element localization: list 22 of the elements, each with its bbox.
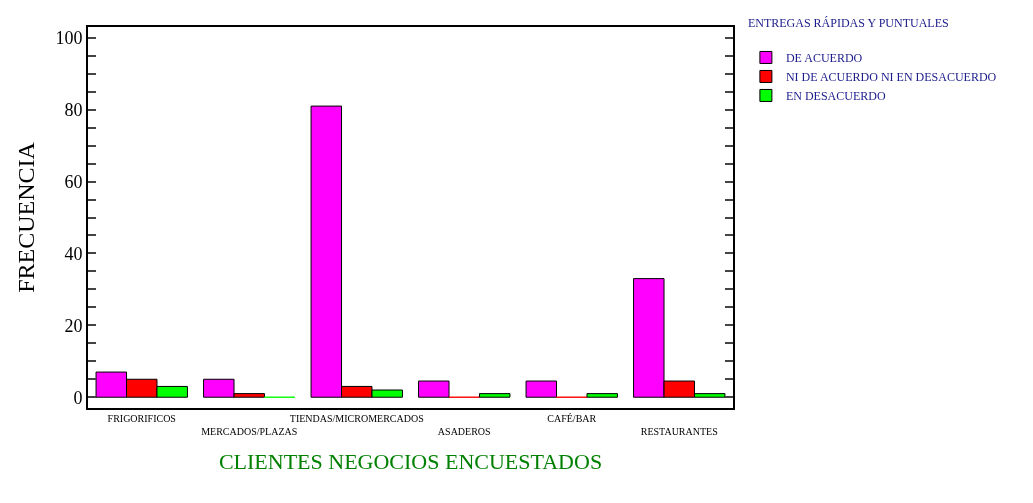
legend-label: EN DESACUERDO: [785, 89, 886, 104]
bar: [586, 393, 618, 398]
x-tick-label: RESTAURANTES: [640, 426, 718, 437]
x-tick-label: MERCADOS/PLAZAS: [201, 426, 298, 437]
legend-label: DE ACUERDO: [785, 51, 863, 66]
bar: [478, 393, 511, 398]
legend-label: NI DE ACUERDO NI EN DESACUERDO: [785, 70, 997, 85]
x-tick-label: ASADEROS: [437, 426, 491, 437]
y-tick-label: 80: [64, 99, 83, 120]
y-tick-label: 0: [73, 387, 83, 408]
x-tick-label: CAFÉ/BAR: [547, 413, 597, 424]
x-tick-label: FRIGORIFICOS: [107, 413, 176, 424]
y-axis-title: FRECUENCIA: [13, 141, 39, 293]
bar: [525, 380, 558, 398]
legend-title: ENTREGAS RÁPIDAS Y PUNTUALES: [747, 16, 949, 31]
x-tick-label: TIENDAS/MICROMERCADOS: [289, 413, 424, 424]
x-axis-title: CLIENTES NEGOCIOS ENCUESTADOS: [218, 449, 603, 475]
y-tick-label: 40: [64, 243, 83, 264]
y-tick-label: 20: [64, 315, 83, 336]
bar: [418, 380, 450, 398]
y-tick-label: 100: [55, 28, 83, 49]
y-tick-label: 60: [64, 171, 83, 192]
